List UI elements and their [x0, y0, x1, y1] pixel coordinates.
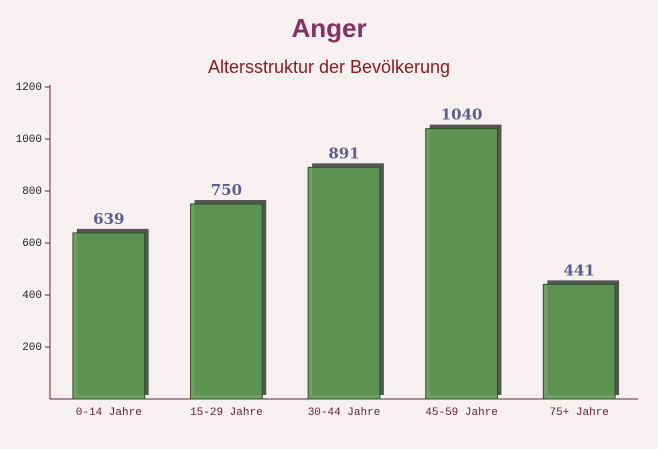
- y-tick-label: 800: [22, 186, 42, 198]
- chart-subtitle: Altersstruktur der Bevölkerung: [208, 57, 450, 77]
- y-tick-label: 1000: [16, 134, 42, 146]
- y-tick-label: 400: [22, 290, 42, 302]
- x-tick-label: 30-44 Jahre: [308, 407, 381, 419]
- y-tick-label: 200: [22, 342, 42, 354]
- bar: [307, 166, 381, 400]
- value-label: 1040: [441, 106, 483, 124]
- value-label: 441: [564, 261, 595, 279]
- bar: [72, 232, 146, 400]
- x-tick-label: 45-59 Jahre: [425, 407, 498, 419]
- bar: [542, 283, 616, 400]
- bar: [425, 128, 498, 400]
- y-tick-label: 600: [22, 238, 42, 250]
- value-label: 750: [211, 181, 242, 199]
- x-tick-label: 15-29 Jahre: [190, 407, 263, 419]
- value-label: 891: [328, 144, 359, 162]
- chart-title: Anger: [291, 13, 366, 43]
- x-tick-label: 75+ Jahre: [549, 407, 608, 419]
- value-label: 639: [93, 210, 124, 228]
- bar: [190, 203, 263, 400]
- y-tick-label: 1200: [16, 82, 42, 94]
- x-tick-label: 0-14 Jahre: [76, 407, 142, 419]
